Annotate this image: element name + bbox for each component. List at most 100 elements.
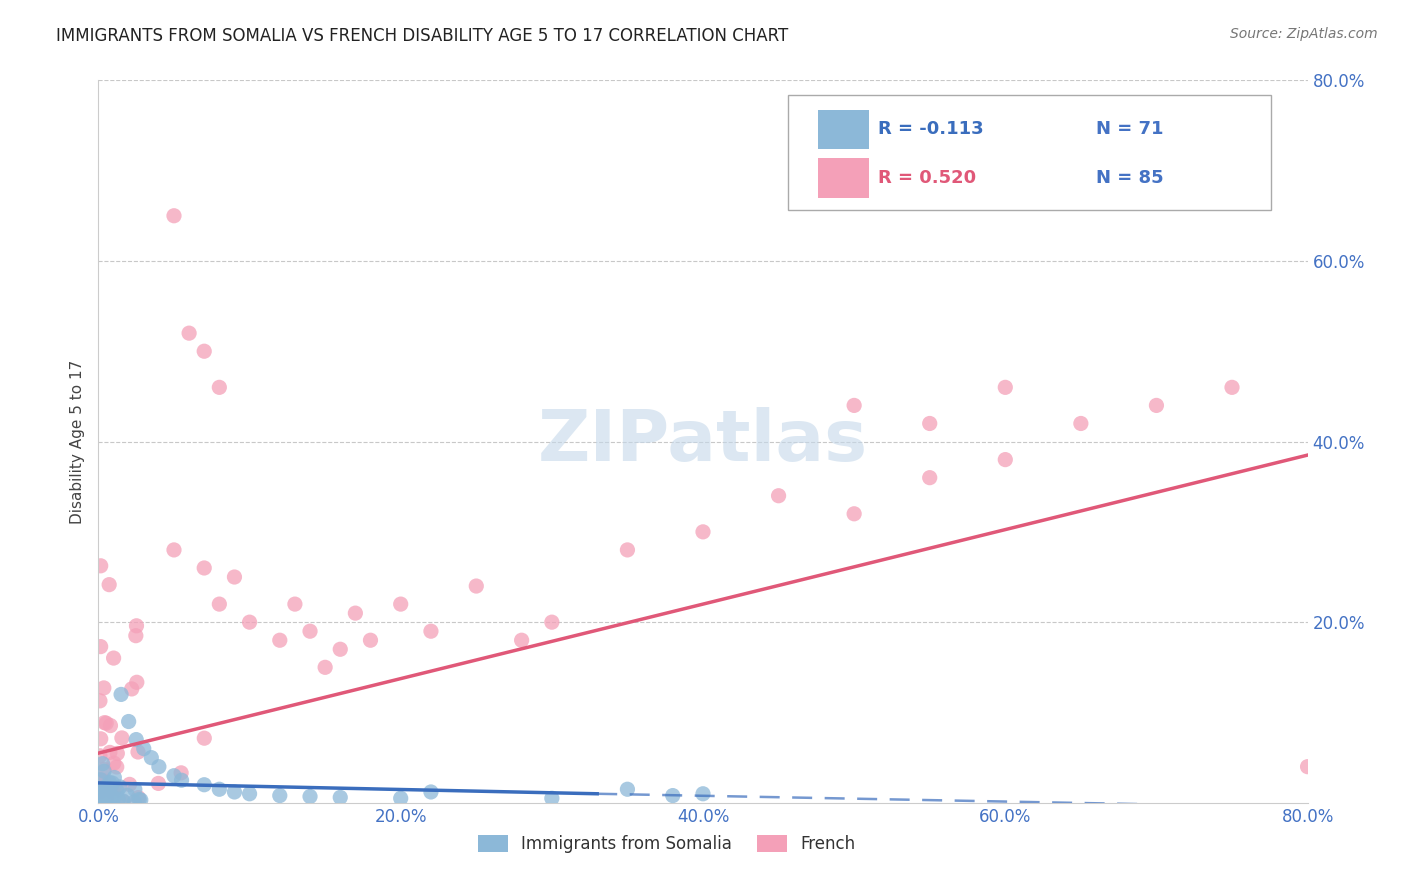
Point: [616, 542, 638, 557]
Point: [128, 792, 150, 806]
Point: [94, 790, 117, 805]
Point: [89, 795, 111, 809]
Point: [91, 784, 114, 798]
Point: [94, 795, 117, 809]
Point: [269, 789, 291, 803]
Point: [104, 781, 127, 796]
Point: [125, 629, 148, 643]
Point: [89, 794, 111, 808]
Point: [329, 642, 352, 657]
Point: [918, 471, 941, 485]
Point: [118, 777, 141, 791]
Point: [994, 380, 1017, 394]
Point: [111, 794, 134, 808]
Point: [90, 731, 112, 746]
Point: [768, 489, 790, 503]
Point: [98, 792, 121, 806]
Text: R = -0.113: R = -0.113: [879, 120, 984, 138]
Point: [193, 778, 215, 792]
Bar: [818, 110, 869, 149]
Point: [97, 795, 120, 809]
Point: [510, 633, 533, 648]
Point: [193, 731, 215, 746]
Point: [105, 784, 128, 798]
Point: [389, 597, 412, 611]
Point: [125, 619, 148, 633]
Point: [239, 615, 262, 630]
Point: [208, 597, 231, 611]
Point: [314, 660, 336, 674]
Point: [96, 790, 118, 805]
Point: [117, 789, 139, 803]
Point: [101, 785, 124, 799]
Point: [91, 781, 114, 796]
Point: [141, 750, 163, 764]
Point: [89, 795, 111, 809]
Point: [132, 741, 155, 756]
Point: [91, 756, 114, 771]
Point: [91, 794, 114, 808]
Point: [389, 791, 412, 805]
Point: [101, 776, 124, 790]
Point: [692, 524, 714, 539]
Text: Source: ZipAtlas.com: Source: ZipAtlas.com: [1230, 27, 1378, 41]
Point: [90, 795, 112, 809]
Point: [299, 789, 322, 804]
Point: [170, 773, 193, 788]
Point: [89, 791, 111, 805]
Point: [329, 790, 352, 805]
Point: [844, 398, 866, 412]
Point: [96, 781, 118, 796]
Point: [193, 344, 215, 359]
Point: [121, 681, 143, 696]
Point: [89, 795, 111, 809]
Point: [420, 785, 443, 799]
Point: [918, 417, 941, 431]
Point: [100, 718, 122, 732]
Point: [89, 784, 111, 798]
Point: [89, 787, 111, 801]
Point: [96, 784, 118, 798]
Point: [163, 209, 186, 223]
Point: [91, 789, 114, 804]
Point: [93, 681, 115, 695]
Point: [239, 787, 262, 801]
Point: [103, 771, 125, 785]
Point: [129, 793, 152, 807]
Point: [124, 795, 146, 809]
Text: IMMIGRANTS FROM SOMALIA VS FRENCH DISABILITY AGE 5 TO 17 CORRELATION CHART: IMMIGRANTS FROM SOMALIA VS FRENCH DISABI…: [56, 27, 789, 45]
Text: R = 0.520: R = 0.520: [879, 169, 976, 186]
Point: [94, 785, 117, 799]
Point: [994, 452, 1017, 467]
Point: [96, 793, 118, 807]
Point: [1070, 417, 1092, 431]
Point: [90, 793, 112, 807]
Point: [118, 714, 141, 729]
Point: [96, 716, 118, 731]
Point: [93, 764, 115, 779]
Point: [540, 615, 562, 630]
FancyBboxPatch shape: [787, 95, 1271, 211]
Point: [105, 747, 128, 761]
Point: [127, 745, 149, 759]
Point: [1296, 760, 1319, 774]
Y-axis label: Disability Age 5 to 17: Disability Age 5 to 17: [69, 359, 84, 524]
Point: [125, 675, 148, 690]
Point: [111, 731, 134, 745]
Text: N = 85: N = 85: [1097, 169, 1164, 186]
Point: [91, 795, 114, 809]
Point: [90, 787, 112, 801]
Point: [112, 795, 135, 809]
Point: [465, 579, 488, 593]
Point: [90, 782, 112, 797]
Point: [93, 715, 115, 730]
Point: [224, 785, 246, 799]
Point: [661, 789, 683, 803]
Point: [98, 778, 121, 792]
Point: [89, 792, 111, 806]
Point: [125, 732, 148, 747]
Point: [91, 782, 114, 797]
Point: [148, 776, 170, 790]
Point: [170, 765, 193, 780]
Point: [148, 760, 170, 774]
